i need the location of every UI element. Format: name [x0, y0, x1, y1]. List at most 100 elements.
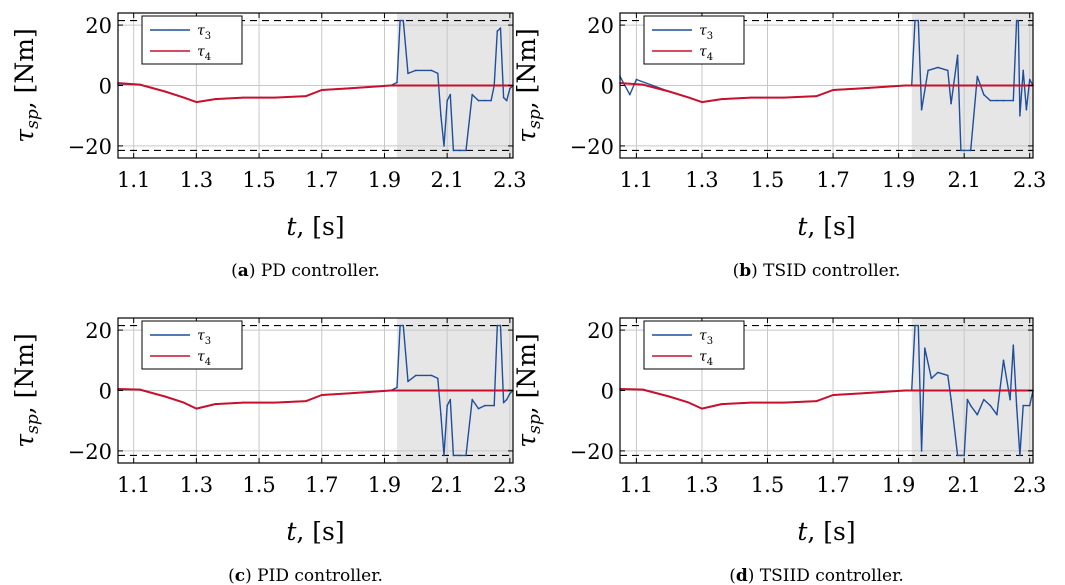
data-point-tau4 — [139, 388, 141, 391]
data-point-tau3 — [449, 93, 452, 96]
data-point-tau3 — [477, 407, 480, 410]
x-tick-label: 1.9 — [882, 168, 915, 192]
x-tick-label: 2.3 — [1013, 473, 1046, 497]
data-point-tau3 — [1017, 19, 1020, 22]
data-point-tau3 — [465, 149, 467, 152]
data-point-tau3 — [960, 149, 962, 152]
legend-label-tau3: τ3 — [699, 23, 713, 42]
data-point-tau3 — [1002, 359, 1005, 362]
y-tick-label: 20 — [85, 319, 112, 343]
data-point-tau4 — [904, 389, 906, 392]
data-point-tau3 — [924, 347, 926, 350]
data-point-tau4 — [904, 84, 906, 87]
y-axis-label: τsp, [Nm] — [10, 28, 43, 142]
chart-panel-b: 1.1 1.3 1.5 1.7 1.9 2.1 2.3 20 0 −20 t, [s] τsp, [N… — [512, 12, 1046, 281]
legend-label-tau4: τ4 — [197, 44, 211, 63]
data-point-tau4 — [367, 391, 370, 393]
x-axis-label: t, [s] — [286, 212, 344, 241]
data-point-tau4 — [910, 389, 913, 392]
data-point-tau4 — [720, 403, 723, 405]
x-tick-label: 2.3 — [493, 168, 526, 192]
x-tick-label: 1.1 — [620, 168, 653, 192]
data-point-tau3 — [505, 99, 508, 102]
y-tick-label: −20 — [68, 440, 112, 464]
data-point-tau4 — [701, 101, 703, 103]
legend-label-tau3: τ3 — [197, 328, 211, 347]
panel-caption: (b) TSID controller. — [733, 261, 901, 281]
data-point-tau3 — [996, 413, 998, 416]
data-point-tau4 — [881, 86, 884, 88]
data-point-tau3 — [430, 374, 433, 377]
data-point-tau4 — [389, 84, 392, 87]
data-point-tau3 — [415, 374, 417, 377]
data-point-tau3 — [966, 398, 969, 401]
data-point-tau3 — [629, 93, 631, 96]
x-tick-label: 1.7 — [816, 168, 849, 192]
data-point-tau3 — [402, 324, 405, 327]
data-point-tau3 — [989, 99, 992, 102]
x-tick-label: 2.3 — [1013, 168, 1046, 192]
legend-label-tau4: τ4 — [197, 349, 211, 368]
y-tick-label: 20 — [587, 14, 614, 38]
x-axis-label: t, [s] — [797, 212, 855, 241]
data-point-tau3 — [499, 324, 502, 327]
data-point-tau3 — [989, 404, 992, 407]
data-point-tau4 — [668, 90, 670, 93]
data-point-tau4 — [195, 101, 198, 103]
data-point-tau3 — [1019, 454, 1021, 457]
data-point-tau3 — [950, 102, 952, 105]
data-point-tau3 — [443, 454, 445, 457]
x-tick-label: 1.3 — [685, 473, 718, 497]
data-point-tau4 — [305, 95, 307, 97]
data-point-tau3 — [1022, 404, 1024, 407]
data-point-tau4 — [750, 96, 752, 99]
data-point-tau4 — [164, 90, 166, 93]
data-point-tau3 — [956, 54, 959, 57]
data-point-tau3 — [443, 145, 445, 147]
data-point-tau3 — [446, 99, 448, 102]
x-tick-label: 1.9 — [368, 168, 401, 192]
data-point-tau4 — [164, 395, 166, 398]
data-point-tau3 — [917, 324, 920, 327]
data-point-tau3 — [960, 454, 962, 457]
y-tick-label: −20 — [570, 440, 614, 464]
y-axis-label: τsp, [Nm] — [10, 333, 43, 447]
y-tick-label: 0 — [601, 380, 614, 404]
data-point-tau3 — [415, 69, 417, 72]
data-point-tau3 — [996, 99, 998, 102]
x-axis-label: t, [s] — [797, 517, 855, 546]
y-axis-label: τsp, [Nm] — [512, 28, 545, 142]
data-point-tau3 — [1025, 108, 1028, 111]
data-point-tau4 — [273, 96, 276, 99]
data-point-tau4 — [346, 87, 348, 90]
data-point-tau3 — [458, 454, 461, 457]
data-point-tau4 — [881, 391, 884, 393]
data-point-tau3 — [917, 19, 920, 22]
data-point-tau3 — [937, 66, 939, 69]
data-point-tau3 — [1002, 99, 1005, 102]
data-point-tau3 — [505, 398, 508, 401]
data-point-tau3 — [436, 377, 439, 380]
data-point-tau3 — [963, 149, 965, 152]
legend-box — [643, 320, 745, 370]
data-point-tau3 — [976, 413, 979, 416]
data-point-tau4 — [783, 401, 785, 404]
data-point-tau3 — [483, 99, 486, 102]
y-tick-label: 0 — [99, 380, 112, 404]
data-point-tau4 — [642, 388, 644, 391]
data-point-tau3 — [458, 149, 461, 152]
x-tick-label: 2.1 — [947, 473, 980, 497]
data-point-tau3 — [1012, 344, 1015, 346]
data-point-tau3 — [1012, 99, 1015, 102]
data-point-tau3 — [499, 27, 502, 29]
legend-box — [141, 320, 243, 370]
x-axis-label: t, [s] — [286, 517, 344, 546]
x-tick-label: 1.9 — [368, 473, 401, 497]
x-tick-label: 1.3 — [685, 168, 718, 192]
legend-label-tau4: τ4 — [699, 44, 713, 63]
x-tick-label: 1.5 — [242, 473, 275, 497]
data-point-tau3 — [1019, 114, 1021, 117]
data-point-tau3 — [950, 398, 952, 401]
